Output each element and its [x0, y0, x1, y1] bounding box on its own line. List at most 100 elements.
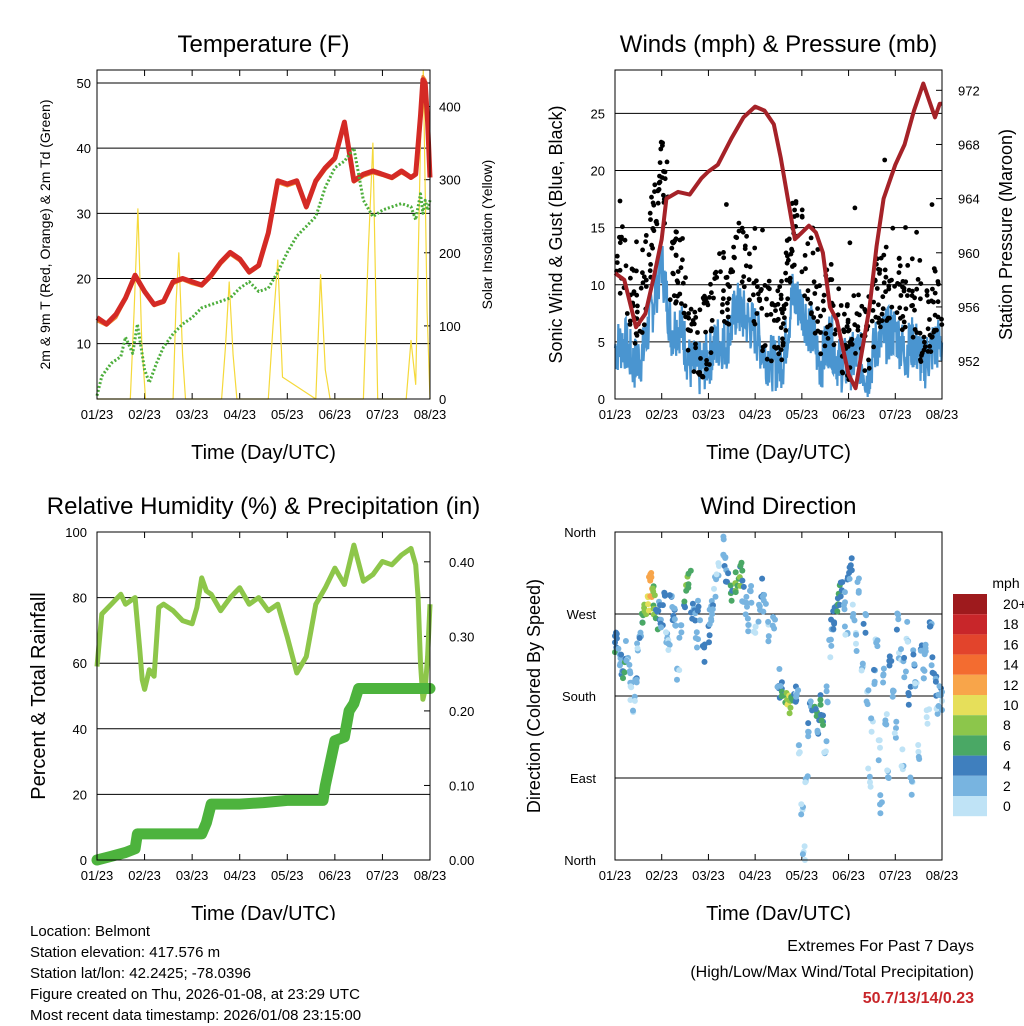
direction-point: [876, 737, 883, 744]
y-tick-label-right: 0.00: [449, 853, 474, 868]
y-tick-label: 10: [77, 337, 91, 352]
direction-point: [732, 589, 739, 596]
direction-point: [814, 727, 821, 734]
x-tick-label: 03/23: [692, 407, 725, 422]
direction-point: [824, 698, 831, 705]
x-tick-label: 07/23: [879, 868, 912, 883]
direction-point: [860, 620, 867, 627]
legend-label: 10: [1003, 697, 1019, 713]
direction-point: [748, 583, 755, 589]
gust-point: [808, 311, 814, 317]
direction-point: [817, 692, 824, 699]
gust-point: [648, 217, 653, 223]
direction-point: [859, 660, 866, 667]
direction-point: [737, 562, 744, 569]
direction-point: [692, 617, 699, 624]
gust-point: [831, 342, 837, 348]
gust-point: [781, 306, 787, 312]
direction-point: [888, 658, 895, 664]
gust-point: [779, 357, 785, 363]
y-tick-label-right: 100: [439, 319, 461, 334]
direction-point: [756, 603, 763, 610]
gust-point: [657, 160, 663, 166]
gust-point: [614, 253, 620, 259]
gust-point: [655, 200, 661, 206]
panel-title: Wind Direction: [700, 493, 856, 520]
legend-swatch: [953, 634, 987, 655]
direction-points: [612, 533, 945, 863]
y-tick-label-right: 0.40: [449, 555, 474, 570]
gust-point: [841, 327, 846, 333]
gust-point: [704, 300, 710, 305]
gust-point: [912, 327, 918, 332]
gust-point: [711, 295, 716, 301]
gust-point: [721, 255, 727, 261]
x-tick-label: 03/23: [176, 868, 209, 883]
direction-point: [821, 749, 828, 756]
direction-point: [626, 668, 633, 675]
gust-point: [776, 351, 782, 357]
direction-point: [820, 712, 826, 719]
direction-point: [932, 678, 939, 685]
direction-point: [830, 626, 837, 632]
gust-point: [808, 235, 814, 241]
gust-point: [686, 315, 692, 321]
y-tick-label-right: 956: [958, 300, 980, 315]
direction-point: [659, 602, 666, 609]
direction-point: [871, 666, 877, 673]
gust-point: [835, 312, 841, 318]
gust-point: [740, 229, 746, 235]
gust-point: [909, 256, 915, 262]
direction-point: [728, 597, 735, 604]
x-tick-label: 06/23: [319, 407, 352, 422]
gust-point: [869, 318, 875, 324]
gust-point: [885, 315, 891, 321]
gust-point: [823, 331, 829, 336]
gust-point: [847, 240, 853, 246]
direction-point: [886, 662, 893, 669]
gust-point: [820, 298, 826, 304]
panel-wind-direction: Wind Direction Time (Day/UTC) Direction (C…: [524, 493, 1024, 920]
direction-point: [848, 567, 855, 574]
direction-point: [615, 645, 622, 652]
direction-point: [929, 669, 936, 676]
y-tick-label: 20: [591, 164, 605, 179]
gust-point: [620, 224, 625, 230]
y-tick-label-right: 200: [439, 246, 461, 261]
gust-point: [832, 331, 838, 337]
direction-point: [752, 623, 759, 630]
gust-point: [640, 280, 646, 286]
gust-point: [747, 251, 752, 257]
direction-point: [877, 801, 883, 808]
gust-point: [847, 340, 853, 345]
direction-point: [745, 628, 752, 635]
y-tick-label-right: 960: [958, 246, 980, 261]
y-tick-label: 0: [598, 392, 605, 407]
y-tick-label: South: [562, 689, 596, 704]
legend-swatch: [953, 594, 987, 615]
gust-point: [836, 286, 842, 292]
direction-point: [880, 679, 887, 686]
direction-point: [842, 631, 849, 638]
gust-point: [722, 319, 727, 324]
gust-point: [799, 207, 805, 213]
direction-point: [626, 661, 633, 668]
direction-point: [732, 569, 739, 576]
panel-temperature: Temperature (F) Time (Day/UTC) 2m & 9m T (…: [37, 31, 495, 464]
gust-point: [704, 361, 709, 367]
gust-point: [747, 297, 752, 303]
gust-point: [764, 356, 770, 362]
direction-point: [765, 618, 772, 625]
x-tick-label: 02/23: [128, 868, 161, 883]
gust-point: [899, 327, 905, 333]
station-info: Location: Belmont Station elevation: 417…: [30, 921, 361, 1026]
panel-title: Relative Humidity (%) & Precipitation (i…: [47, 493, 480, 520]
gust-point: [709, 326, 715, 332]
gust-point: [910, 303, 915, 308]
series-2m-td: [95, 146, 432, 397]
gust-point: [789, 246, 794, 252]
legend-label: 4: [1003, 758, 1011, 774]
gust-point: [673, 252, 679, 258]
gust-point: [695, 330, 700, 335]
gust-point: [754, 311, 760, 316]
